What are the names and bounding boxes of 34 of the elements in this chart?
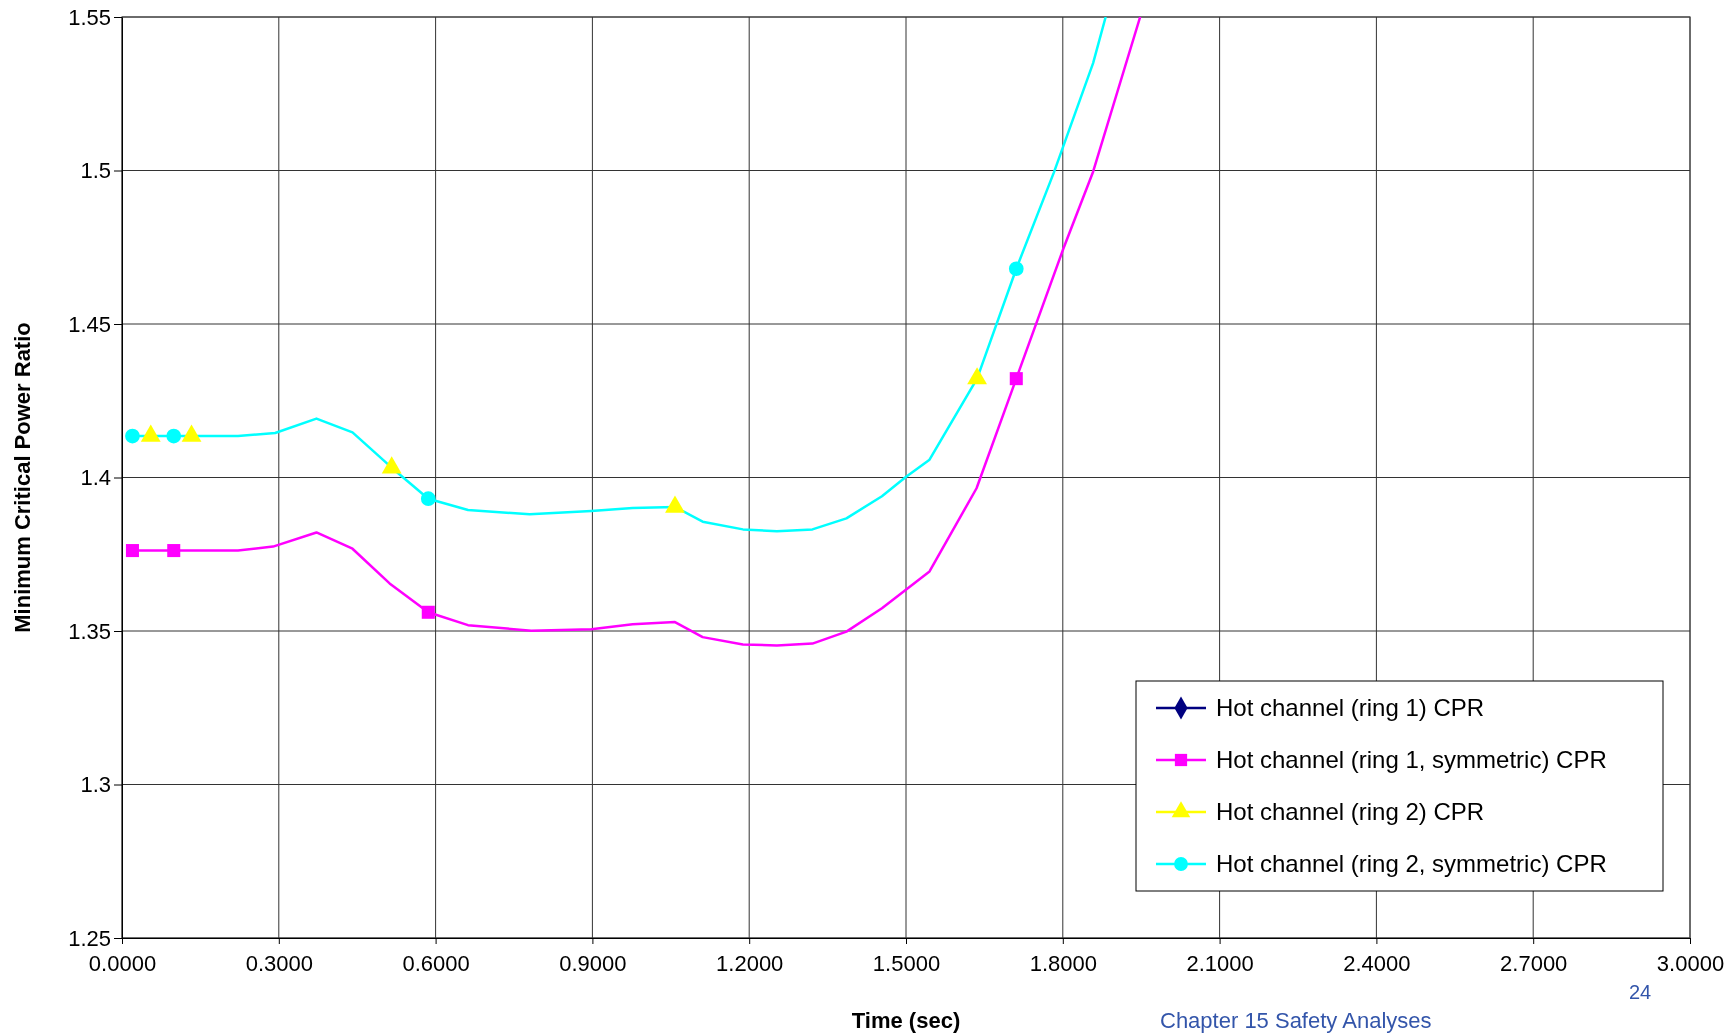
point [166, 428, 182, 444]
point [125, 428, 140, 444]
x-tick-label: 1.2000 [716, 951, 784, 977]
legend-label: Hot channel (ring 1) CPR [1216, 694, 1485, 722]
text: Chapter 15 Safety Analyses [1160, 1008, 1432, 1033]
y-tick-label: 1.35 [68, 618, 111, 644]
point [167, 544, 181, 558]
y-tick-label: 1.25 [68, 925, 111, 951]
point [1009, 372, 1023, 386]
point [125, 544, 139, 558]
x-tick-label: 2.1000 [1186, 951, 1254, 977]
x-tick-label: 2.7000 [1500, 951, 1568, 977]
legend-label: Hot channel (ring 2) CPR [1216, 798, 1485, 826]
x-tick-label: 0.9000 [559, 951, 627, 977]
legend-label: Hot channel (ring 1, symmetric) CPR [1216, 746, 1607, 774]
x-tick-label: 0.0000 [88, 951, 157, 977]
point [421, 605, 435, 619]
point [420, 491, 436, 507]
y-tick-label: 1.55 [68, 4, 111, 30]
y-tick-label: 1.4 [80, 465, 111, 491]
legend-label: Hot channel (ring 2, symmetric) CPR [1216, 850, 1607, 878]
y-axis-title: Minimum Critical Power Ratio [10, 322, 35, 633]
y-tick-label: 1.3 [80, 772, 111, 798]
x-tick-label: 0.3000 [245, 951, 313, 977]
x-tick-label: 2.4000 [1343, 951, 1411, 977]
x-tick-label: 0.6000 [402, 951, 470, 977]
x-tick-label: 1.5000 [872, 951, 941, 977]
text: 24 [1628, 981, 1652, 1003]
point [1008, 261, 1024, 277]
x-tick-label: 1.8000 [1029, 951, 1097, 977]
y-tick-label: 1.45 [68, 311, 111, 337]
x-axis-title: Time (sec) [851, 1008, 961, 1033]
x-tick-label: 3.0000 [1656, 951, 1725, 977]
y-tick-label: 1.5 [80, 158, 111, 184]
